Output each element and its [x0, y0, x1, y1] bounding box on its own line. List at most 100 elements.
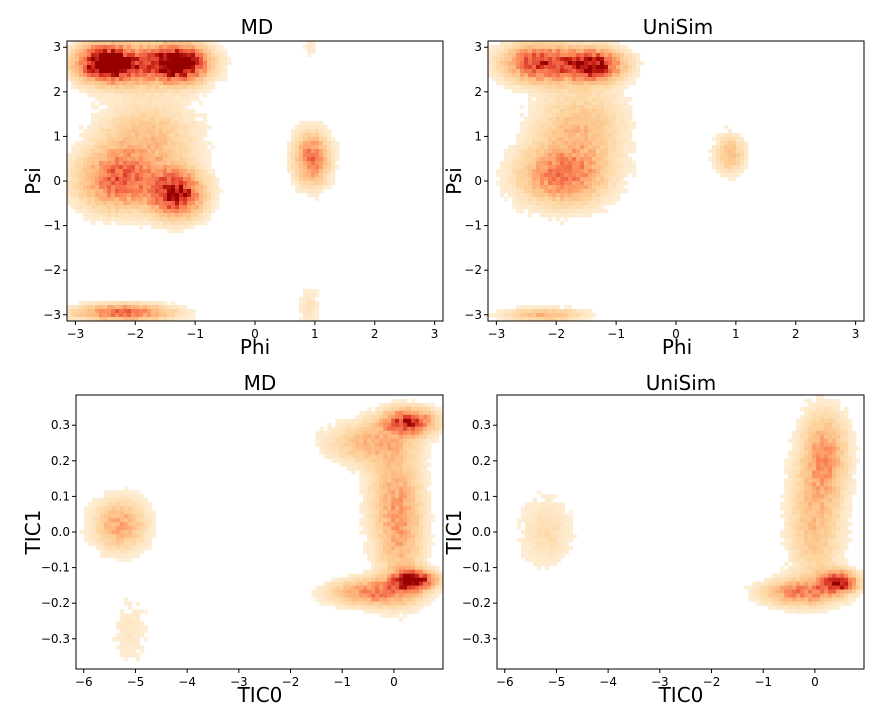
heatmap-cell: [183, 305, 187, 309]
heatmap-cell: [179, 181, 183, 185]
heatmap-cell: [560, 161, 564, 165]
heatmap-cell: [119, 45, 123, 49]
heatmap-cell: [135, 77, 139, 81]
y-tick-label: −3: [43, 308, 61, 322]
heatmap-cell: [620, 53, 624, 57]
heatmap-cell: [335, 451, 339, 455]
heatmap-cell: [195, 197, 199, 201]
heatmap-cell: [148, 502, 152, 506]
heatmap-cell: [140, 502, 144, 506]
heatmap-cell: [103, 49, 107, 53]
heatmap-cell: [315, 153, 319, 157]
heatmap-cell: [596, 205, 600, 209]
heatmap-cell: [564, 309, 568, 313]
heatmap-cell: [415, 566, 419, 570]
heatmap-cell: [143, 181, 147, 185]
heatmap-cell: [143, 309, 147, 313]
heatmap-cell: [508, 69, 512, 73]
heatmap-cell: [371, 542, 375, 546]
heatmap-cell: [131, 209, 135, 213]
heatmap-cell: [151, 65, 155, 69]
heatmap-cell: [115, 137, 119, 141]
heatmap-cell: [179, 213, 183, 217]
heatmap-cell: [343, 443, 347, 447]
heatmap-cell: [183, 225, 187, 229]
heatmap-cell: [423, 546, 427, 550]
heatmap-cell: [600, 201, 604, 205]
heatmap-cell: [323, 141, 327, 145]
heatmap-cell: [128, 601, 132, 605]
heatmap-cell: [379, 439, 383, 443]
heatmap-cell: [556, 177, 560, 181]
heatmap-cell: [144, 546, 148, 550]
heatmap-cell: [139, 157, 143, 161]
heatmap-cell: [187, 181, 191, 185]
heatmap-cell: [363, 478, 367, 482]
heatmap-cell: [143, 189, 147, 193]
heatmap-cell: [96, 522, 100, 526]
heatmap-cell: [179, 201, 183, 205]
heatmap-cell: [379, 403, 383, 407]
heatmap-cell: [632, 169, 636, 173]
heatmap-cell: [128, 538, 132, 542]
heatmap-cell: [343, 582, 347, 586]
heatmap-cell: [552, 177, 556, 181]
heatmap-cell: [435, 439, 439, 443]
heatmap-cell: [592, 45, 596, 49]
heatmap-cell: [588, 73, 592, 77]
heatmap-cell: [411, 562, 415, 566]
heatmap-cell: [199, 49, 203, 53]
heatmap-cell: [600, 149, 604, 153]
heatmap-cell: [319, 133, 323, 137]
heatmap-cell: [167, 205, 171, 209]
heatmap-cell: [96, 542, 100, 546]
heatmap-cell: [415, 490, 419, 494]
heatmap-cell: [367, 435, 371, 439]
heatmap-cell: [544, 153, 548, 157]
heatmap-cell: [339, 463, 343, 467]
heatmap-cell: [323, 431, 327, 435]
heatmap-cell: [580, 49, 584, 53]
heatmap-cell: [131, 117, 135, 121]
heatmap-cell: [724, 145, 728, 149]
heatmap-cell: [315, 193, 319, 197]
heatmap-cell: [179, 117, 183, 121]
heatmap-cell: [148, 542, 152, 546]
heatmap-cell: [175, 165, 179, 169]
heatmap-cell: [151, 105, 155, 109]
heatmap-cell: [604, 201, 608, 205]
heatmap-cell: [403, 482, 407, 486]
heatmap-cell: [375, 490, 379, 494]
heatmap-cell: [516, 137, 520, 141]
heatmap-cell: [576, 165, 580, 169]
heatmap-cell: [387, 546, 391, 550]
heatmap-cell: [596, 197, 600, 201]
heatmap-cell: [604, 41, 608, 45]
heatmap-cell: [488, 57, 492, 61]
heatmap-cell: [183, 153, 187, 157]
heatmap-cell: [203, 133, 207, 137]
heatmap-cell: [100, 550, 104, 554]
heatmap-cell: [423, 478, 427, 482]
heatmap-cell: [75, 189, 79, 193]
heatmap-cell: [532, 137, 536, 141]
heatmap-cell: [612, 85, 616, 89]
heatmap-cell: [536, 73, 540, 77]
heatmap-cell: [111, 89, 115, 93]
heatmap-cell: [604, 65, 608, 69]
heatmap-cell: [112, 522, 116, 526]
heatmap-cell: [139, 133, 143, 137]
heatmap-cell: [143, 53, 147, 57]
heatmap-cell: [195, 181, 199, 185]
heatmap-cell: [532, 193, 536, 197]
heatmap-cell: [592, 169, 596, 173]
heatmap-cell: [155, 85, 159, 89]
heatmap-cell: [492, 53, 496, 57]
heatmap-cell: [87, 169, 91, 173]
heatmap-cell: [159, 69, 163, 73]
heatmap-cell: [379, 470, 383, 474]
heatmap-cell: [175, 65, 179, 69]
heatmap-cell: [91, 169, 95, 173]
heatmap-cell: [143, 81, 147, 85]
heatmap-cell: [203, 57, 207, 61]
